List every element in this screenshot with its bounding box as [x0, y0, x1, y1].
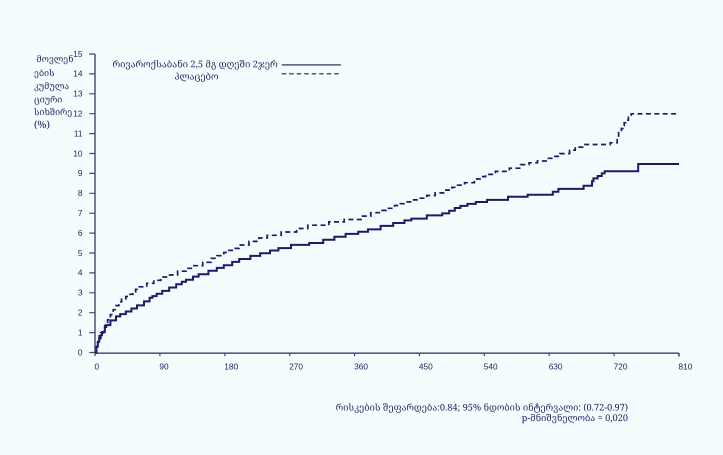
svg-text:12: 12: [73, 109, 83, 119]
svg-text:360: 360: [354, 362, 368, 372]
svg-text:4: 4: [78, 268, 83, 278]
svg-text:90: 90: [159, 362, 169, 372]
svg-text:1: 1: [78, 327, 83, 337]
svg-text:450: 450: [419, 362, 433, 372]
svg-text:11: 11: [74, 128, 83, 138]
svg-text:6: 6: [78, 228, 83, 238]
svg-text:3: 3: [78, 288, 83, 298]
svg-text:180: 180: [224, 362, 238, 372]
svg-text:13: 13: [73, 89, 83, 99]
svg-text:5: 5: [78, 248, 83, 258]
svg-text:810: 810: [679, 362, 693, 372]
svg-text:15: 15: [73, 49, 83, 59]
svg-text:270: 270: [289, 362, 303, 372]
svg-text:630: 630: [549, 362, 563, 372]
svg-text:2: 2: [78, 308, 83, 318]
svg-text:0: 0: [78, 347, 83, 357]
svg-text:720: 720: [614, 362, 628, 372]
svg-text:540: 540: [484, 362, 498, 372]
svg-text:0: 0: [95, 362, 100, 372]
svg-text:7: 7: [78, 208, 83, 218]
svg-text:9: 9: [78, 168, 83, 178]
svg-text:8: 8: [78, 188, 83, 198]
svg-text:14: 14: [73, 69, 83, 79]
svg-text:10: 10: [73, 148, 83, 158]
